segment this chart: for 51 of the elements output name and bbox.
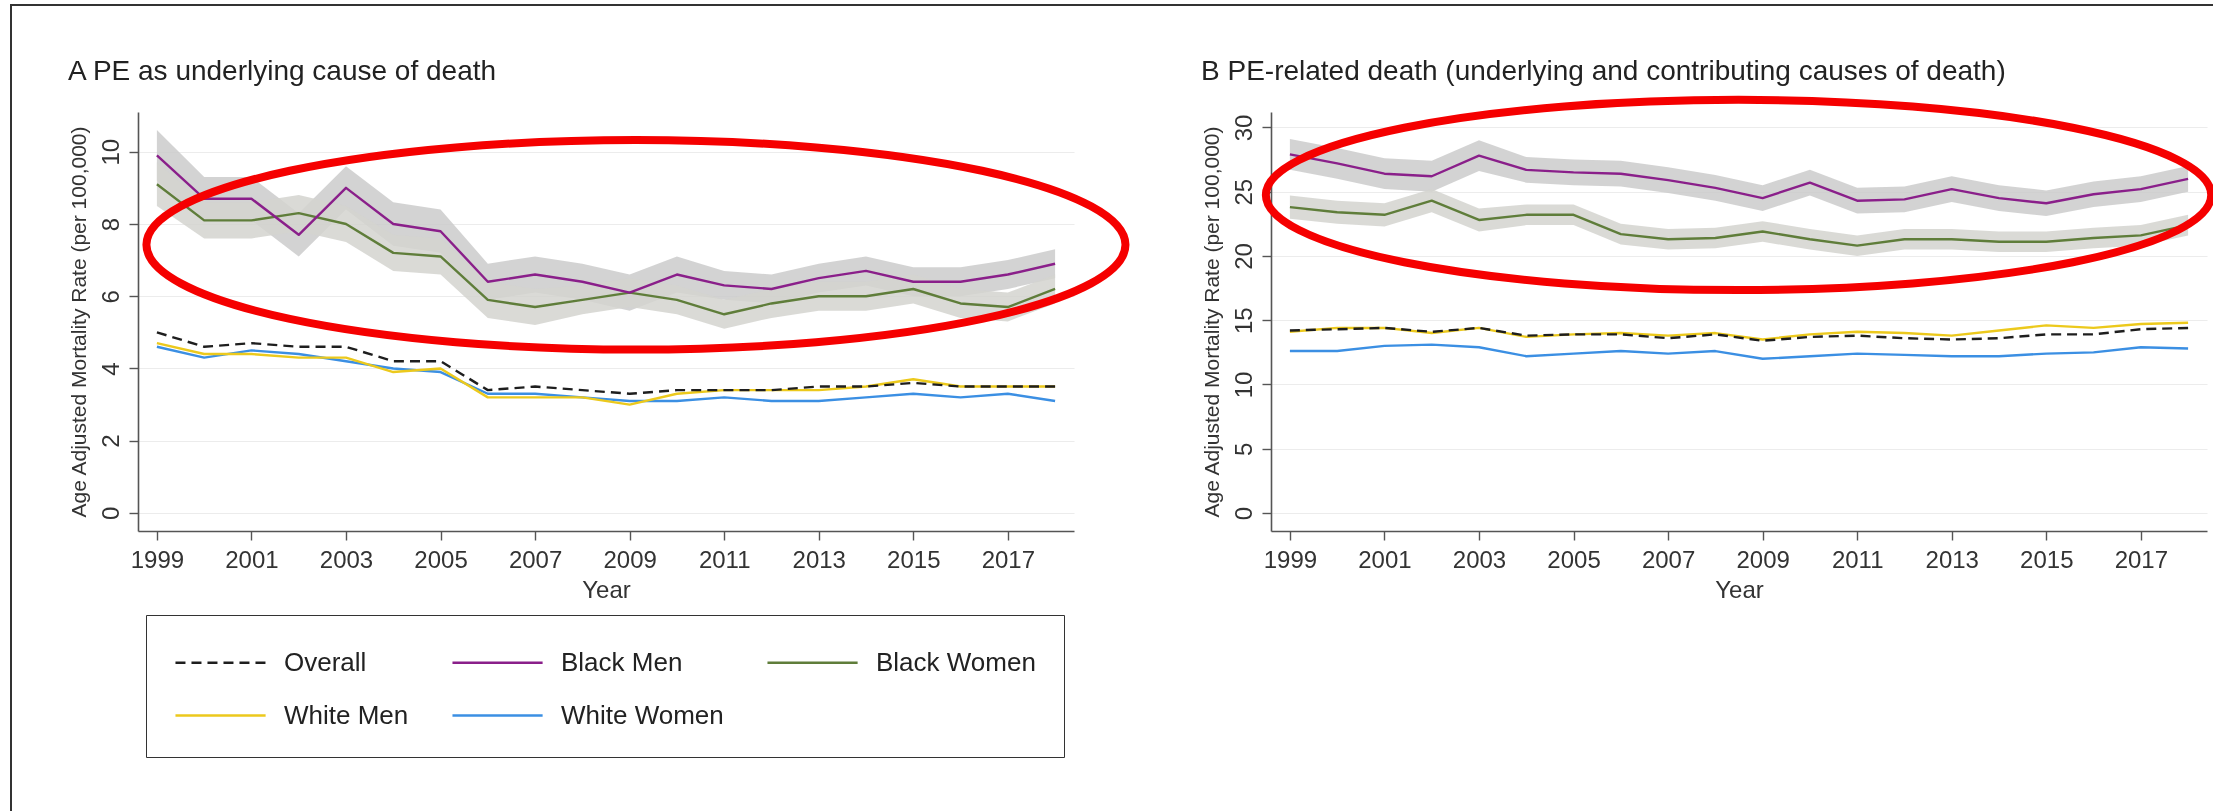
x-tick-label: 2003 (319, 545, 374, 573)
x-tick-label: 2015 (887, 545, 941, 573)
x-tick-label: 1999 (1263, 545, 1318, 573)
x-tick-label: 2009 (1736, 545, 1790, 573)
y-tick-label: 0 (96, 506, 124, 521)
x-tick-label: 2009 (603, 545, 657, 573)
x-tick-label: 2017 (2114, 545, 2169, 573)
x-tick-label: 2011 (1831, 545, 1884, 573)
line-series (1288, 321, 2190, 341)
x-tick-label: 2011 (698, 545, 751, 573)
x-tick-label: 2015 (2020, 545, 2074, 573)
x-tick-label: 2001 (1358, 545, 1412, 573)
x-tick-label: 1999 (130, 545, 185, 573)
line-series (1288, 343, 2190, 360)
x-axis-title: Year (582, 575, 631, 603)
legend-label: White Men (284, 699, 409, 730)
line-series (1288, 326, 2190, 342)
x-tick-label: 2005 (1547, 545, 1601, 573)
y-tick-label: 0 (1229, 506, 1257, 521)
line-series (155, 331, 1057, 395)
line-series (155, 154, 1057, 294)
y-axis-title: Age Adjusted Mortality Rate (per 100,000) (66, 126, 90, 518)
y-tick-label: 8 (96, 217, 124, 232)
x-tick-label: 2005 (414, 545, 468, 573)
y-axis-title: Age Adjusted Mortality Rate (per 100,000) (1199, 126, 1223, 518)
y-tick-label: 2 (96, 434, 124, 448)
legend-label: Black Men (561, 646, 683, 677)
x-tick-label: 2013 (792, 545, 846, 573)
x-axis-title: Year (1715, 575, 1764, 603)
y-tick-label: 5 (1229, 442, 1257, 456)
x-tick-label: 2007 (1641, 545, 1696, 573)
x-tick-label: 2013 (1925, 545, 1979, 573)
x-tick-label: 2007 (508, 545, 563, 573)
legend-label: Black Women (876, 646, 1036, 677)
legend-label: White Women (561, 699, 724, 730)
y-tick-label: 15 (1229, 307, 1257, 335)
x-tick-label: 2017 (981, 545, 1036, 573)
x-tick-label: 2001 (225, 545, 279, 573)
y-tick-label: 6 (96, 290, 124, 304)
chart-title: B PE-related death (underlying and contributing causes of death) (1201, 55, 2006, 86)
chart-title: A PE as underlying cause of death (68, 55, 497, 86)
y-tick-label: 20 (1229, 243, 1257, 270)
y-tick-label: 10 (96, 138, 124, 166)
y-tick-label: 10 (1229, 371, 1257, 399)
legend-label: Overall (284, 646, 367, 677)
y-tick-label: 30 (1229, 114, 1257, 142)
y-tick-label: 4 (96, 362, 124, 376)
line-series (155, 183, 1057, 316)
y-tick-label: 25 (1229, 178, 1257, 206)
line-series (1288, 153, 2190, 205)
x-tick-label: 2003 (1452, 545, 1507, 573)
